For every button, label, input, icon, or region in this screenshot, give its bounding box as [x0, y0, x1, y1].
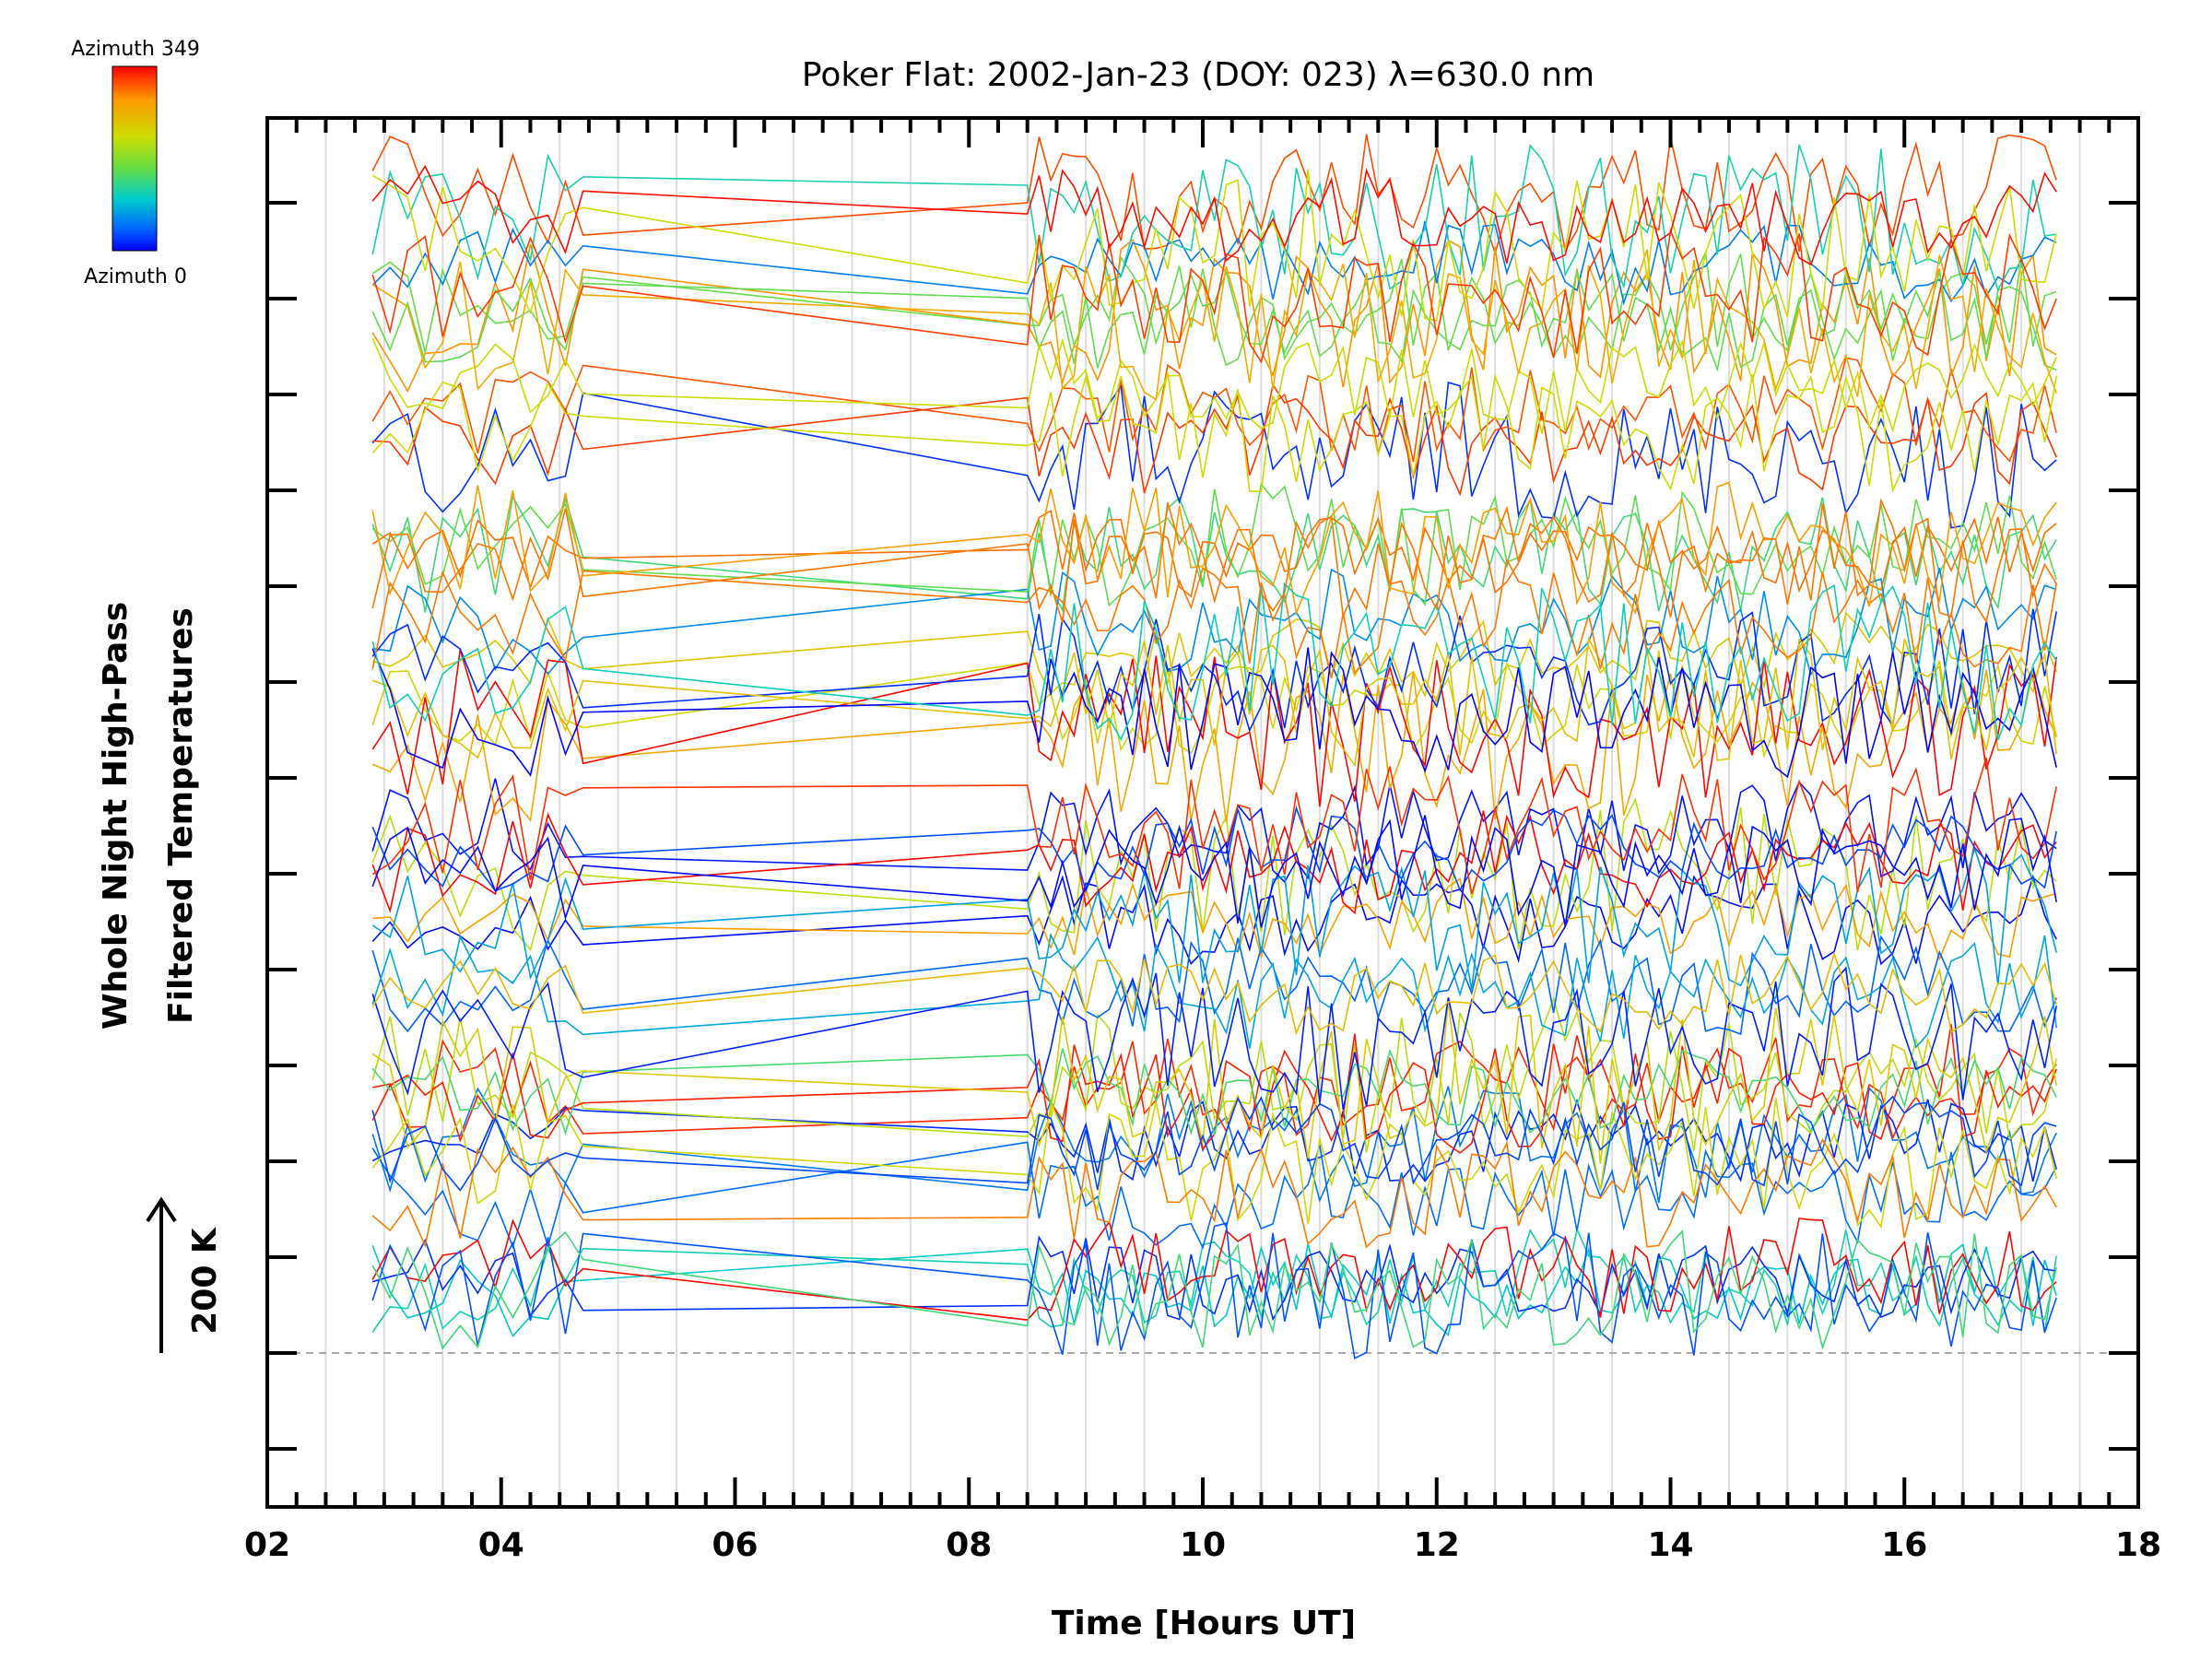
series-line: [371, 221, 2057, 306]
series-line: [371, 608, 2057, 733]
series-line: [371, 815, 2057, 928]
scale-label: 200 K: [186, 1227, 224, 1335]
series-line: [372, 567, 2057, 677]
y-axis-label-line2: Filtered Temperatures: [162, 607, 200, 1024]
colorbar: [112, 65, 158, 252]
ticks: [265, 118, 2140, 1507]
series-line: [371, 805, 2057, 894]
series-line: [371, 1024, 2057, 1154]
series-line: [371, 497, 2057, 624]
colorbar-bottom-label: Azimuth 0: [84, 265, 187, 288]
series-line: [371, 268, 2057, 372]
series-line: [371, 951, 2057, 1036]
series-line: [371, 1218, 2057, 1321]
x-tick-label: 18: [2115, 1526, 2161, 1564]
x-tick-label: 04: [478, 1526, 524, 1564]
series-line: [371, 164, 2057, 266]
series-line: [371, 371, 2057, 494]
series-line: [372, 382, 2057, 497]
chart-title: Poker Flat: 2002-Jan-23 (DOY: 023) λ=630…: [802, 56, 1594, 94]
series-line: [371, 357, 2057, 463]
series-line: [371, 509, 2057, 598]
series-line: [371, 797, 2057, 952]
series-line: [371, 647, 2057, 779]
series-line: [371, 1048, 2057, 1136]
x-tick-label: 14: [1647, 1526, 1693, 1564]
series-line: [371, 636, 2057, 768]
x-tick-label: 02: [244, 1526, 290, 1564]
series-line: [371, 932, 2057, 1049]
x-axis-label: Time [Hours UT]: [1052, 1605, 1356, 1642]
series-line: [371, 1230, 2057, 1350]
series-line: [371, 1141, 2057, 1250]
series-line: [371, 1097, 2057, 1229]
series-line: [372, 877, 2057, 961]
series-line: [371, 228, 2057, 364]
series-line: [371, 1098, 2057, 1182]
series-line: [371, 143, 2057, 292]
x-tick-label: 08: [946, 1526, 992, 1564]
colorbar-top-label: Azimuth 349: [71, 38, 200, 61]
series-line: [371, 381, 2057, 529]
x-tick-label: 16: [1881, 1526, 1927, 1564]
series-line: [371, 1137, 2057, 1249]
series-line: [371, 1235, 2057, 1322]
series-line: [371, 1095, 2057, 1192]
series-line: [371, 778, 2057, 884]
series-line: [371, 611, 2057, 699]
series-line: [371, 249, 2057, 401]
series-line: [371, 494, 2057, 613]
x-tick-labels: 02 04 06 08 10 12 14 16 18: [244, 1526, 2161, 1564]
series-line: [371, 1086, 2057, 1204]
series-line: [371, 935, 2057, 1036]
series-line: [371, 1242, 2057, 1338]
series-line: [371, 169, 2057, 323]
x-tick-label: 10: [1180, 1526, 1226, 1564]
y-axis-label-line1: Whole Night High-Pass: [97, 602, 135, 1030]
series-line: [371, 810, 2057, 915]
series-line: [371, 966, 2057, 1111]
series-line: [371, 669, 2057, 823]
series-line: [371, 239, 2057, 393]
scale-arrow: [146, 1196, 177, 1353]
series-line: [371, 757, 2057, 894]
series-line: [371, 481, 2057, 616]
series-line: [371, 649, 2057, 807]
series-line: [371, 582, 2057, 741]
x-tick-label: 12: [1414, 1526, 1460, 1564]
series-group: [371, 134, 2057, 1360]
plot-frame: [265, 116, 2140, 1509]
series-line: [371, 1222, 2057, 1360]
series-line: [371, 1001, 2057, 1164]
x-tick-label: 06: [712, 1526, 758, 1564]
